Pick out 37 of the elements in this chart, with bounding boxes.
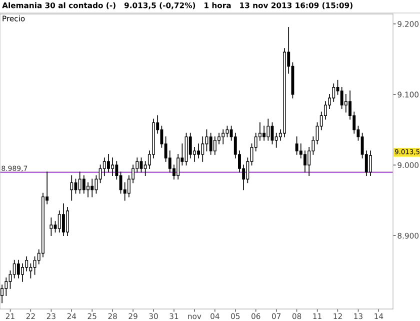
candlestick xyxy=(176,154,180,180)
candlestick xyxy=(332,83,336,102)
candlestick xyxy=(222,129,225,144)
candlestick xyxy=(86,182,90,198)
candlestick xyxy=(188,132,192,158)
candlestick xyxy=(50,218,53,236)
candlestick xyxy=(111,158,114,176)
candlestick xyxy=(12,260,16,278)
candlestick xyxy=(226,126,229,138)
candlestick xyxy=(16,260,20,278)
candlestick xyxy=(107,154,110,173)
candlestick xyxy=(140,158,143,173)
candlestick xyxy=(0,284,4,304)
candlestick xyxy=(4,278,8,296)
candlestick xyxy=(58,210,61,232)
candlestick xyxy=(201,136,204,162)
candlestick xyxy=(33,256,36,275)
candlestick xyxy=(70,175,74,201)
candlestick xyxy=(62,203,65,236)
candlestick xyxy=(344,94,348,113)
candlestick xyxy=(262,126,266,141)
candlestick xyxy=(78,172,82,194)
candlestick xyxy=(21,263,24,282)
candlestick xyxy=(82,175,86,194)
candlestick xyxy=(266,118,270,141)
candlestick xyxy=(369,150,372,176)
candlestick xyxy=(25,256,28,272)
candlestick xyxy=(304,150,306,173)
candlestick xyxy=(197,143,200,158)
candlestick xyxy=(102,158,106,176)
candlestick xyxy=(213,136,216,155)
candlestick xyxy=(29,263,32,278)
candlestick xyxy=(295,136,298,155)
candlestick xyxy=(90,178,94,198)
candlestick xyxy=(340,86,344,109)
candlestick xyxy=(66,206,70,236)
candlestick xyxy=(209,132,212,155)
